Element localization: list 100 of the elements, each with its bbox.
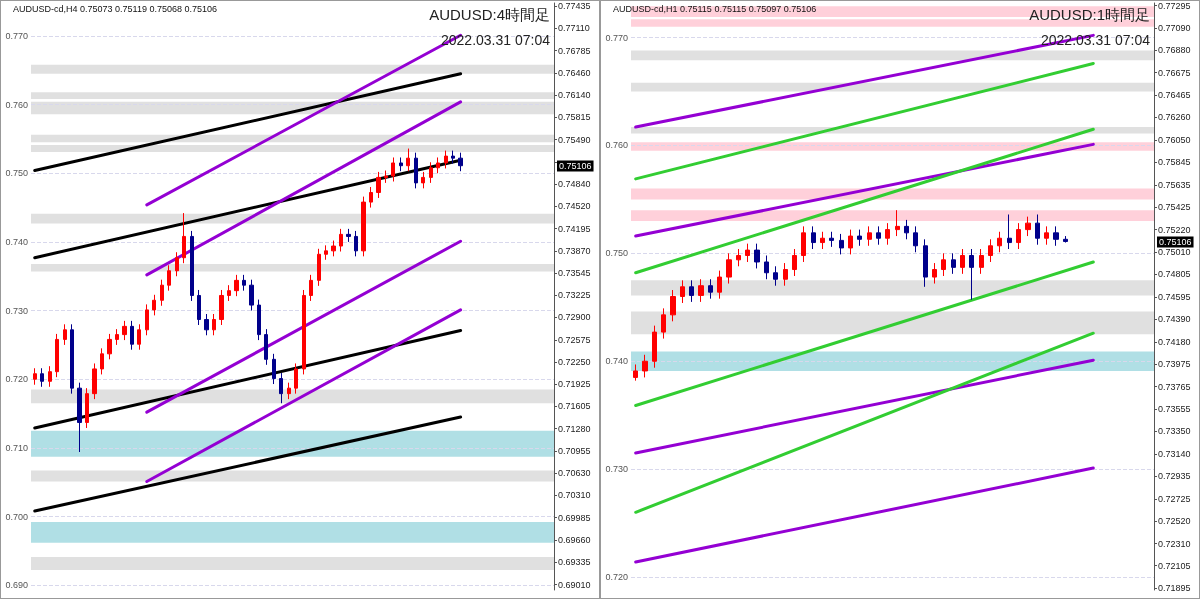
ref-line-label: 0.760 <box>605 140 628 151</box>
candlestick <box>175 251 179 277</box>
candlestick <box>107 333 112 360</box>
candlestick <box>941 252 946 277</box>
y-tick-label: 0.71280 <box>558 423 591 434</box>
candlestick <box>1053 225 1059 247</box>
candlestick <box>829 231 834 248</box>
candlestick <box>904 219 909 240</box>
candlestick <box>212 313 216 336</box>
candlestick <box>384 170 388 184</box>
candlestick <box>242 274 246 292</box>
ref-line-label: 0.740 <box>605 356 628 367</box>
y-tick-label: 0.75425 <box>1158 202 1191 213</box>
candlestick <box>988 238 993 263</box>
y-tick-label: 0.70955 <box>558 445 591 456</box>
y-tick-label: 0.73975 <box>1158 358 1191 369</box>
candlestick <box>234 274 239 297</box>
candlestick <box>689 279 694 303</box>
ref-line-label: 0.750 <box>605 248 628 259</box>
candlestick <box>764 255 769 280</box>
y-tick-label: 0.74180 <box>1158 336 1191 347</box>
y-tick-label: 0.76785 <box>558 45 591 56</box>
candlestick <box>85 387 89 429</box>
candlestick <box>633 363 638 382</box>
candlestick <box>294 362 298 395</box>
ref-line-label: 0.700 <box>5 511 28 522</box>
candlestick <box>783 262 788 287</box>
candlestick <box>997 231 1002 253</box>
ref-line-label: 0.760 <box>5 99 28 110</box>
candlestick <box>376 171 381 199</box>
candlestick <box>670 289 676 322</box>
candlestick <box>167 264 171 292</box>
candlestick <box>839 233 844 255</box>
candlestick <box>792 248 797 277</box>
candlestick <box>227 284 231 302</box>
ref-line-label: 0.690 <box>5 580 28 591</box>
y-tick-label: 0.71605 <box>558 401 591 412</box>
candlestick <box>429 161 433 184</box>
annotation: 0.75106 <box>1159 236 1192 247</box>
annotation: AUDUSD-cd,H4 0.75073 0.75119 0.75068 0.75106 <box>13 3 217 14</box>
candlestick <box>820 231 825 250</box>
y-tick-label: 0.77110 <box>558 23 590 34</box>
y-tick-label: 0.72725 <box>1158 493 1191 504</box>
candlestick <box>369 186 373 209</box>
candlestick <box>361 196 366 257</box>
candlestick <box>848 229 853 255</box>
y-tick-label: 0.69010 <box>558 579 591 590</box>
y-tick-label: 0.76675 <box>1158 67 1191 78</box>
annotation: 0.75106 <box>559 160 592 171</box>
candlestick <box>33 367 37 386</box>
candlestick <box>197 289 201 326</box>
ref-line-label: 0.770 <box>605 32 628 43</box>
y-tick-label: 0.75635 <box>1158 179 1191 190</box>
y-tick-label: 0.72105 <box>1158 560 1191 571</box>
candlestick <box>932 262 937 285</box>
candlestick <box>339 228 343 253</box>
candlestick <box>309 274 313 302</box>
candlestick <box>708 278 713 300</box>
y-tick-label: 0.72935 <box>1158 471 1191 482</box>
y-tick-label: 0.70310 <box>558 490 591 501</box>
candlestick <box>249 279 254 312</box>
candlestick <box>190 230 194 302</box>
y-tick-label: 0.77295 <box>1158 0 1191 11</box>
candlestick <box>754 243 760 269</box>
candlestick <box>979 248 984 275</box>
candlestick <box>287 382 291 400</box>
ref-line-label: 0.720 <box>5 374 28 385</box>
candlestick <box>642 354 648 378</box>
y-tick-label: 0.72900 <box>558 312 591 323</box>
y-tick-label: 0.74805 <box>1158 269 1191 280</box>
candlestick <box>130 320 134 351</box>
y-tick-label: 0.75010 <box>1158 247 1191 258</box>
candlestick <box>145 303 149 336</box>
candlestick <box>951 252 956 275</box>
y-tick-label: 0.74520 <box>558 201 591 212</box>
y-tick-label: 0.74390 <box>1158 314 1191 325</box>
chart-title: AUDUSD:1時間足 <box>1029 6 1151 23</box>
ref-line-label: 0.740 <box>5 236 28 247</box>
candlestick <box>811 225 816 250</box>
candlestick <box>204 313 209 336</box>
candlestick <box>391 156 395 182</box>
candlestick <box>264 328 268 366</box>
candlestick <box>414 152 418 189</box>
y-tick-label: 0.72520 <box>1158 515 1191 526</box>
candlestick <box>773 265 778 287</box>
y-tick-label: 0.72575 <box>558 334 591 345</box>
y-tick-label: 0.70630 <box>558 468 591 479</box>
candlestick <box>885 222 890 246</box>
candlestick <box>444 150 448 169</box>
candlestick <box>717 270 722 300</box>
candlestick <box>1007 213 1012 250</box>
y-tick-label: 0.74840 <box>558 179 591 190</box>
candlestick <box>152 294 156 316</box>
y-tick-label: 0.73140 <box>1158 449 1191 460</box>
candlestick <box>92 362 97 400</box>
annotation: AUDUSD-cd,H1 0.75115 0.75115 0.75097 0.75106 <box>613 3 817 14</box>
candlestick <box>745 243 750 263</box>
candlestick <box>1044 225 1049 246</box>
candlestick <box>40 367 44 388</box>
ref-line-label: 0.730 <box>605 464 628 475</box>
